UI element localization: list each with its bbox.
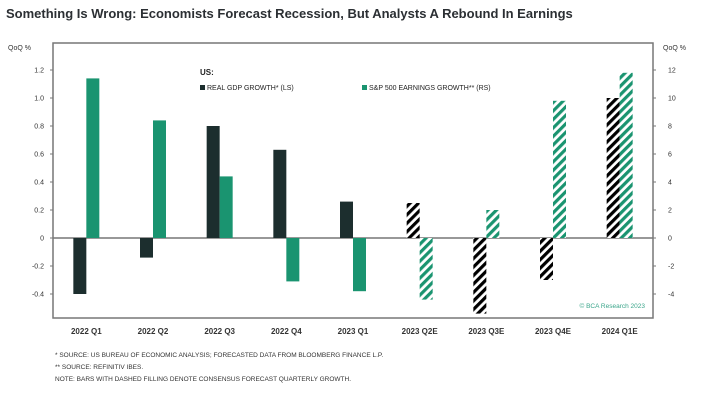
chart-title: Something Is Wrong: Economists Forecast … — [6, 6, 573, 21]
plot-frame — [52, 42, 654, 319]
legend-swatch — [200, 85, 205, 90]
bar-earnings — [353, 238, 366, 292]
bar-earnings — [286, 238, 300, 282]
bar-earnings — [619, 72, 633, 238]
bar-gdp — [606, 98, 620, 238]
legend-label: S&P 500 EARNINGS GROWTH** (RS) — [369, 85, 491, 92]
left-tick-label: 0.6 — [34, 152, 44, 159]
legend-label: REAL GDP GROWTH* (LS) — [207, 85, 294, 92]
copyright: © BCA Research 2023 — [580, 302, 646, 310]
right-tick-label: -2 — [668, 264, 674, 271]
bar-gdp — [206, 126, 220, 238]
bar-gdp — [473, 238, 487, 314]
bar-earnings — [219, 176, 233, 238]
x-tick-label: 2022 Q1 — [71, 327, 102, 336]
bar-earnings — [419, 238, 433, 300]
bar-gdp — [406, 203, 420, 238]
right-tick-label: 12 — [668, 68, 676, 75]
right-tick-label: -4 — [668, 292, 674, 299]
bar-earnings — [553, 100, 566, 238]
x-tick-label: 2024 Q1E — [602, 327, 639, 336]
x-tick-label: 2023 Q1 — [338, 327, 369, 336]
left-tick-label: -0.2 — [32, 264, 44, 271]
x-tick-label: 2023 Q4E — [535, 327, 572, 336]
bar-gdp — [140, 238, 153, 258]
footnote-3: NOTE: BARS WITH DASHED FILLING DENOTE CO… — [55, 376, 352, 383]
right-tick-label: 4 — [668, 180, 672, 187]
bar-gdp — [540, 238, 553, 280]
x-tick-label: 2022 Q4 — [271, 327, 302, 336]
left-tick-label: 0.2 — [34, 208, 44, 215]
bar-earnings — [86, 78, 100, 239]
x-tick-label: 2022 Q3 — [204, 327, 235, 336]
footnote-1: * SOURCE: US BUREAU OF ECONOMIC ANALYSIS… — [55, 352, 384, 359]
legend-swatch — [362, 85, 367, 90]
bar-gdp — [340, 201, 353, 238]
bar-earnings — [153, 120, 166, 238]
right-tick-label: 6 — [668, 152, 672, 159]
right-tick-label: 10 — [668, 96, 676, 103]
right-axis-label: QoQ % — [663, 45, 686, 52]
right-tick-label: 0 — [668, 236, 672, 243]
right-tick-label: 2 — [668, 208, 672, 215]
x-tick-label: 2023 Q3E — [468, 327, 505, 336]
left-tick-label: 1.0 — [34, 96, 44, 103]
legend-title: US: — [200, 68, 214, 77]
left-axis-label: QoQ % — [8, 45, 31, 52]
left-tick-label: 1.2 — [34, 68, 44, 75]
left-tick-label: -0.4 — [32, 292, 44, 299]
left-tick-label: 0 — [40, 236, 44, 243]
x-tick-label: 2022 Q2 — [138, 327, 169, 336]
bar-earnings — [486, 210, 500, 238]
left-tick-label: 0.4 — [34, 180, 44, 187]
footnote-2: ** SOURCE: REFINITIV IBES. — [55, 364, 144, 371]
left-tick-label: 0.8 — [34, 124, 44, 131]
bar-gdp — [273, 149, 287, 238]
x-tick-label: 2023 Q2E — [402, 327, 439, 336]
right-tick-label: 8 — [668, 124, 672, 131]
bar-gdp — [73, 238, 87, 294]
